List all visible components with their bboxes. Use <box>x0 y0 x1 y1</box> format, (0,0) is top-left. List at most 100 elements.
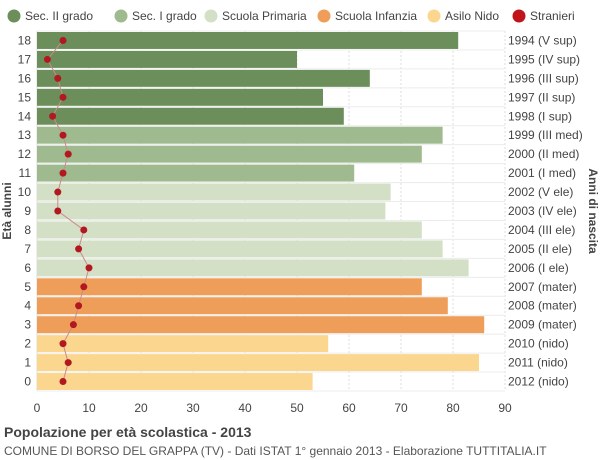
x-tick-80: 80 <box>446 401 460 415</box>
stranieri-point-10 <box>54 188 62 196</box>
stranieri-point-15 <box>59 93 67 101</box>
bar-age-13 <box>37 126 443 144</box>
age-tick-9: 9 <box>24 204 31 218</box>
bar-age-7 <box>37 240 443 258</box>
legend-marker-3 <box>317 9 331 23</box>
age-tick-18: 18 <box>18 33 32 47</box>
birth-year-tick-1: 1995 (IV sup) <box>508 52 580 66</box>
legend-label-4: Asilo Nido <box>445 9 499 23</box>
birth-year-tick-3: 1997 (II sup) <box>508 90 575 104</box>
stranieri-point-17 <box>43 55 51 63</box>
legend-label-3: Scuola Infanzia <box>335 9 417 23</box>
birth-year-tick-18: 2012 (nido) <box>508 375 569 389</box>
legend-marker-1 <box>114 9 128 23</box>
x-tick-90: 90 <box>498 401 512 415</box>
chart-subtitle: COMUNE DI BORSO DEL GRAPPA (TV) - Dati I… <box>4 444 547 458</box>
x-tick-10: 10 <box>82 401 96 415</box>
stranieri-point-18 <box>59 36 67 44</box>
bar-age-8 <box>37 221 422 239</box>
bar-age-5 <box>37 278 422 296</box>
legend-label-2: Scuola Primaria <box>222 9 307 23</box>
age-tick-1: 1 <box>24 356 31 370</box>
legend-marker-4 <box>427 9 441 23</box>
age-tick-11: 11 <box>19 166 32 180</box>
bar-age-9 <box>37 202 386 220</box>
stranieri-point-16 <box>54 74 62 82</box>
birth-year-tick-15: 2009 (mater) <box>508 318 577 332</box>
birth-year-tick-9: 2003 (IV ele) <box>508 204 577 218</box>
x-tick-60: 60 <box>342 401 356 415</box>
x-tick-50: 50 <box>290 401 304 415</box>
bar-age-15 <box>37 88 323 106</box>
stranieri-point-13 <box>59 131 67 139</box>
age-tick-14: 14 <box>18 109 32 123</box>
birth-year-tick-0: 1994 (V sup) <box>508 33 577 47</box>
bar-age-17 <box>37 50 297 68</box>
bar-age-6 <box>37 259 469 277</box>
age-tick-17: 17 <box>18 52 32 66</box>
birth-year-tick-7: 2001 (I med) <box>508 166 576 180</box>
bars <box>37 32 485 390</box>
y-axis-title-right: Anni di nascita <box>586 168 600 254</box>
legend-label-0: Sec. II grado <box>25 9 93 23</box>
birth-year-tick-14: 2008 (mater) <box>508 299 577 313</box>
stranieri-point-6 <box>85 264 93 272</box>
birth-year-tick-2: 1996 (III sup) <box>508 71 579 85</box>
age-tick-2: 2 <box>24 337 31 351</box>
bar-age-16 <box>37 69 370 87</box>
bar-age-14 <box>37 107 344 125</box>
legend-label-5: Stranieri <box>530 9 575 23</box>
legend-marker-2 <box>204 9 218 23</box>
stranieri-point-5 <box>80 283 88 291</box>
stranieri-point-14 <box>49 112 57 120</box>
age-tick-12: 12 <box>18 147 32 161</box>
x-tick-0: 0 <box>34 401 41 415</box>
birth-year-tick-16: 2010 (nido) <box>508 337 569 351</box>
stranieri-point-0 <box>59 378 67 386</box>
bar-age-4 <box>37 297 448 315</box>
bar-age-11 <box>37 164 355 182</box>
birth-year-tick-5: 1999 (III med) <box>508 128 583 142</box>
birth-year-tick-labels: 1994 (V sup) 1995 (IV sup) 1996 (III sup) 1… <box>508 33 583 388</box>
stranieri-point-3 <box>69 321 77 329</box>
x-tick-70: 70 <box>394 401 408 415</box>
chart-title: Popolazione per età scolastica - 2013 <box>4 424 252 440</box>
birth-year-tick-10: 2004 (III ele) <box>508 223 575 237</box>
age-tick-15: 15 <box>18 90 32 104</box>
birth-year-tick-11: 2005 (II ele) <box>508 242 572 256</box>
age-tick-16: 16 <box>18 71 32 85</box>
legend-marker-5 <box>512 9 526 23</box>
stranieri-point-4 <box>75 302 83 310</box>
age-tick-0: 0 <box>24 375 31 389</box>
birth-year-tick-17: 2011 (nido) <box>508 356 568 370</box>
birth-year-tick-12: 2006 (I ele) <box>508 261 569 275</box>
stranieri-series <box>43 36 93 386</box>
bar-age-0 <box>37 373 313 390</box>
x-tick-40: 40 <box>238 401 252 415</box>
legend-marker-0 <box>7 9 21 23</box>
legend: Sec. II grado Sec. I grado Scuola Primaria… <box>7 9 575 23</box>
bar-age-1 <box>37 354 479 372</box>
bar-age-3 <box>37 316 485 334</box>
age-tick-13: 13 <box>18 128 32 142</box>
age-tick-3: 3 <box>24 318 31 332</box>
age-bar-chart: Sec. II grado Sec. I grado Scuola Primaria… <box>0 9 600 415</box>
bar-age-10 <box>37 183 391 201</box>
age-tick-8: 8 <box>24 223 31 237</box>
bar-age-18 <box>37 32 459 49</box>
x-tick-labels: 0 10 20 30 40 50 60 70 80 90 <box>34 401 512 415</box>
bar-age-12 <box>37 145 422 163</box>
birth-year-tick-4: 1998 (I sup) <box>508 109 572 123</box>
stranieri-point-9 <box>54 207 62 215</box>
stranieri-point-7 <box>75 245 83 253</box>
stranieri-point-1 <box>64 359 72 367</box>
x-tick-20: 20 <box>134 401 148 415</box>
age-tick-4: 4 <box>24 299 31 313</box>
stranieri-point-8 <box>80 226 88 234</box>
age-tick-5: 5 <box>24 280 31 294</box>
age-tick-10: 10 <box>18 185 32 199</box>
birth-year-tick-8: 2002 (V ele) <box>508 185 573 199</box>
y-axis-title: Età alunni <box>0 182 14 239</box>
birth-year-tick-6: 2000 (II med) <box>508 147 579 161</box>
